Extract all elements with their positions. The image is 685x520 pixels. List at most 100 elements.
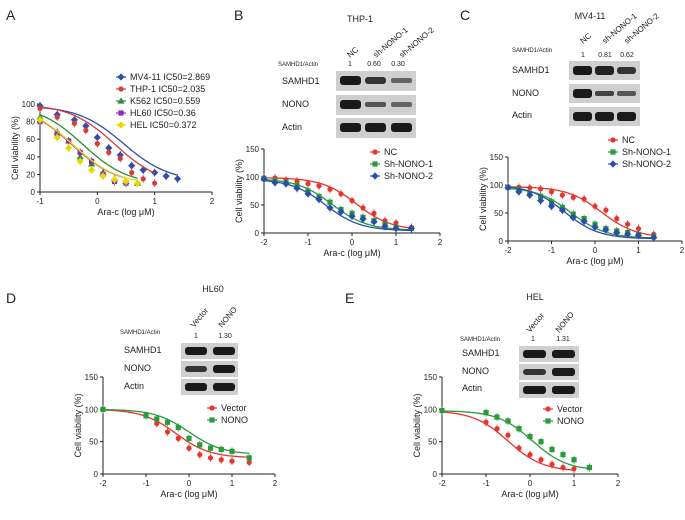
- data-point: [218, 457, 224, 463]
- y-tick-label: 100: [85, 405, 99, 414]
- band: [213, 347, 235, 355]
- band: [552, 386, 575, 394]
- x-tick-label: -1: [548, 246, 556, 255]
- data-point: [152, 180, 158, 186]
- band: [573, 66, 592, 75]
- legend-label: Sh-NONO-1: [384, 159, 433, 169]
- y-tick-label: 150: [246, 145, 260, 154]
- data-point: [88, 166, 96, 174]
- data-point: [372, 161, 378, 167]
- data-point: [580, 217, 588, 225]
- band: [617, 112, 636, 121]
- data-point: [77, 149, 83, 155]
- fit-curve: [39, 106, 155, 174]
- data-point: [197, 452, 203, 458]
- data-point: [527, 185, 533, 191]
- x-axis-label: Ara-c (log μM): [323, 248, 380, 258]
- fit-curve: [102, 409, 250, 458]
- band: [340, 123, 361, 132]
- blot-b-lane-1: NC: [346, 45, 361, 59]
- y-tick-label: 100: [424, 405, 438, 414]
- data-point: [407, 224, 415, 233]
- x-tick-label: 0: [95, 197, 100, 206]
- data-point: [538, 457, 544, 463]
- legend-label: Sh-NONO-1: [622, 147, 671, 157]
- band: [617, 91, 636, 96]
- blot-d-lane-1: Vector: [189, 306, 211, 329]
- band: [573, 89, 592, 98]
- blot-c-lane-1: NC: [579, 31, 594, 45]
- data-point: [650, 234, 658, 242]
- x-axis-label: Ara-c (log μM): [97, 207, 154, 217]
- data-point: [591, 223, 599, 231]
- blot-e-cell-line: HEL: [526, 292, 544, 302]
- x-tick-label: 0: [350, 238, 355, 247]
- legend-label: NC: [622, 135, 635, 145]
- data-point: [207, 445, 214, 451]
- panel-letter-b: B: [234, 7, 243, 23]
- data-point: [100, 406, 106, 412]
- data-point: [76, 157, 84, 165]
- data-point: [174, 175, 182, 183]
- data-point: [613, 229, 621, 237]
- band: [573, 112, 592, 121]
- band: [340, 76, 361, 85]
- data-point: [360, 205, 366, 211]
- data-point: [129, 170, 135, 176]
- band: [552, 368, 575, 376]
- data-point: [625, 221, 631, 227]
- data-point: [516, 426, 522, 432]
- y-tick-label: 50: [494, 209, 503, 218]
- x-tick-label: 2: [273, 479, 278, 488]
- data-point: [602, 226, 610, 234]
- data-point: [549, 446, 555, 453]
- legend-label: Vector: [221, 403, 247, 413]
- data-point: [348, 212, 356, 220]
- blot-panel-b: THP-1 NC sh-NONO-1 sh-NONO-2 SAMHD1/Acti…: [278, 14, 436, 138]
- blot-panel-d: HL60 Vector NONO SAMHD1/Actin 1 1.30 SAM…: [120, 284, 239, 395]
- panel-letter-a: A: [6, 7, 16, 23]
- band: [391, 78, 412, 83]
- data-point: [527, 433, 533, 440]
- legend-label: HEL IC50=0.372: [130, 120, 196, 130]
- blot-b-label-samhd1: SAMHD1: [282, 76, 320, 86]
- x-tick-label: 2: [680, 246, 685, 255]
- legend-label: HL60 IC50=0.36: [130, 108, 196, 118]
- y-axis-label: Cell viability (%): [234, 159, 244, 223]
- data-point: [294, 178, 300, 184]
- x-axis-label: Ara-c (log μM): [501, 489, 558, 499]
- data-point: [246, 455, 252, 461]
- data-point: [293, 184, 301, 192]
- data-point: [154, 420, 160, 427]
- data-point: [118, 110, 124, 116]
- y-tick-label: 0: [94, 470, 99, 479]
- legend-label: Sh-NONO-2: [622, 159, 671, 169]
- data-point: [65, 144, 73, 152]
- blot-c-label-actin: Actin: [512, 110, 532, 120]
- data-point: [94, 141, 100, 147]
- fit-curve: [507, 186, 654, 240]
- blot-e-label-actin: Actin: [462, 383, 482, 393]
- y-tick-label: 50: [428, 438, 437, 447]
- blot-d-lane-2: NONO: [217, 305, 239, 329]
- data-point: [316, 183, 322, 189]
- x-tick-label: 2: [616, 479, 621, 488]
- band: [185, 347, 207, 355]
- data-point: [337, 208, 345, 216]
- data-point: [549, 461, 555, 467]
- data-point: [154, 416, 160, 422]
- data-point: [571, 457, 577, 463]
- y-tick-label: 60: [26, 135, 35, 144]
- data-point: [164, 419, 171, 425]
- data-point: [229, 458, 235, 464]
- band: [617, 67, 636, 74]
- data-point: [37, 105, 43, 111]
- y-axis-label: Cell viability (%): [478, 167, 488, 231]
- chart-e: -2 -1 0 1 2 0 50 100 150 Ara-c (log μM) Cell viabi…: [412, 373, 621, 499]
- data-point: [71, 120, 77, 126]
- data-point: [143, 413, 149, 419]
- x-tick-label: 1: [230, 479, 235, 488]
- data-point: [197, 442, 203, 448]
- y-tick-label: 0: [255, 229, 260, 238]
